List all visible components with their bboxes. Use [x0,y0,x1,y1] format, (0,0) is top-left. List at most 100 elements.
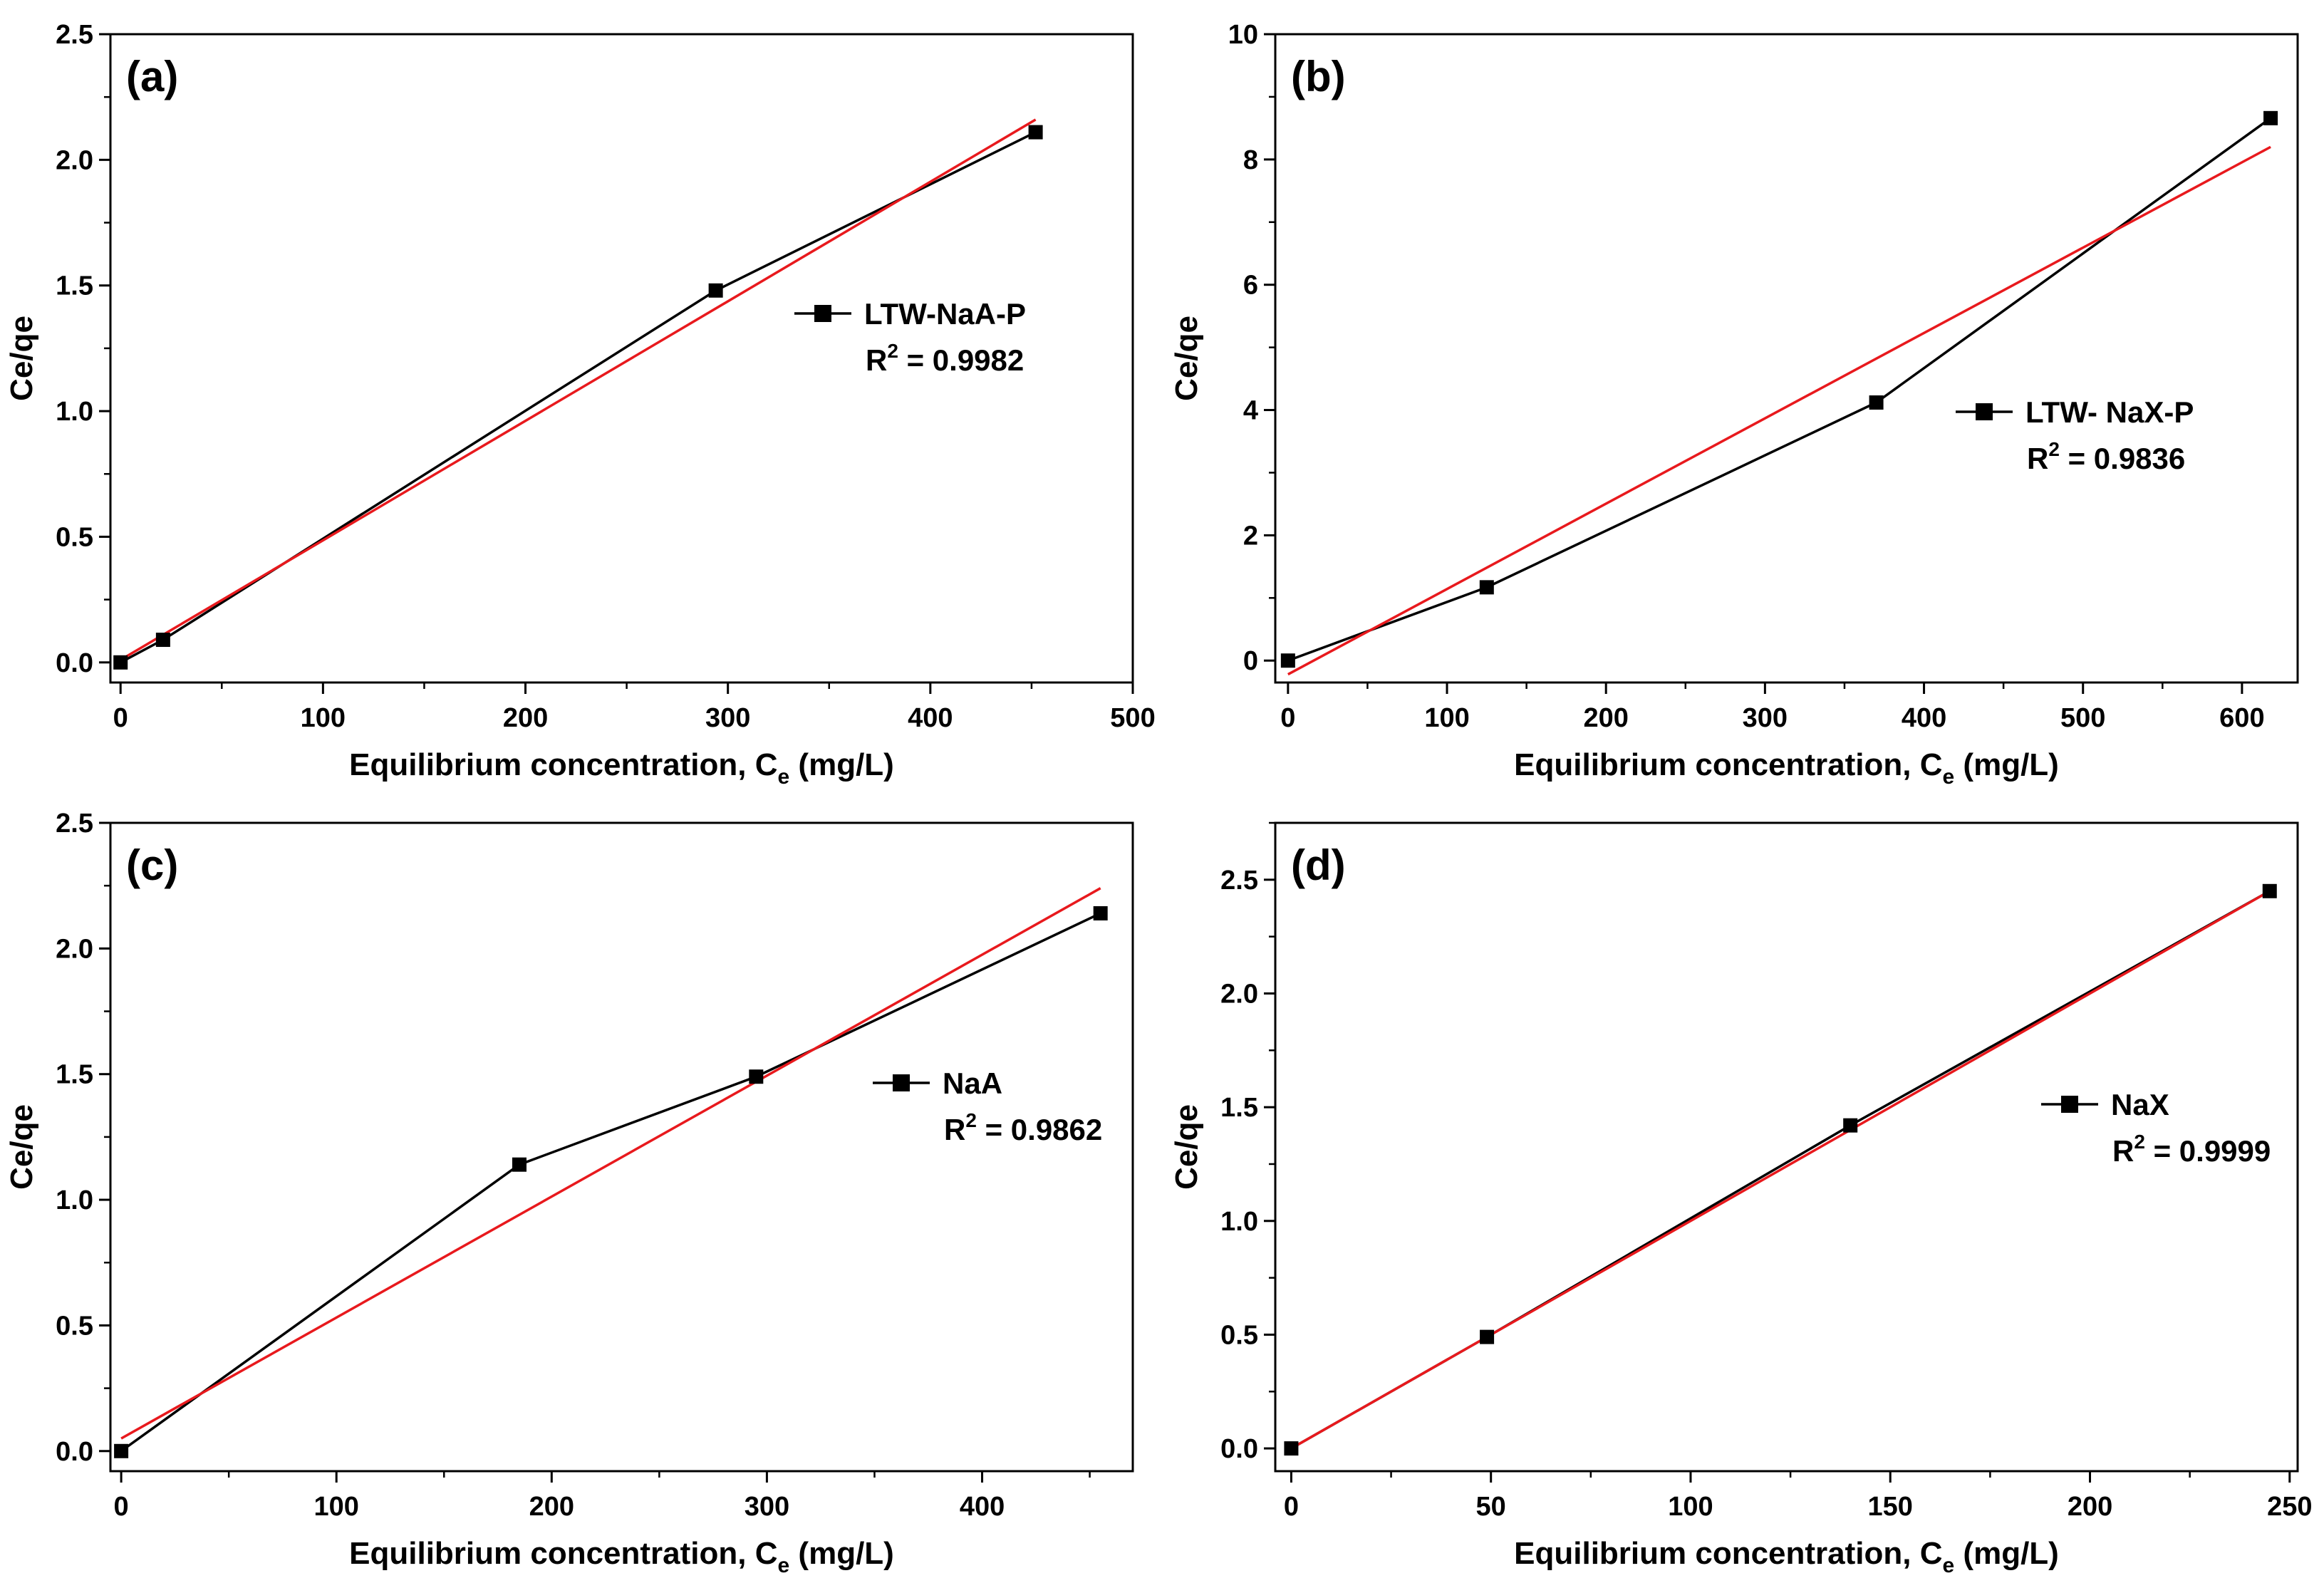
x-tick-label: 150 [1868,1492,1913,1522]
y-tick-label: 1.5 [56,1060,93,1090]
x-tick-label: 500 [2060,703,2105,733]
panel-label: (b) [1291,53,1346,100]
r-squared-label: R2 = 0.9982 [866,340,1024,377]
y-tick-label: 6 [1243,271,1258,301]
series-line [1287,117,2272,662]
y-tick-label: 0.0 [1220,1434,1258,1464]
data-point [1843,1118,1858,1133]
y-tick-label: 2.0 [56,145,93,175]
y-tick-label: 8 [1243,145,1258,175]
data-point [1280,653,1295,668]
y-tick-label: 1.0 [56,397,93,427]
y-tick-label: 0.5 [1220,1320,1258,1350]
series-line [120,912,1101,1453]
data-point [1479,580,1494,595]
plot-frame [1274,821,2299,1473]
data-point [749,1069,764,1084]
x-tick-label: 0 [1280,703,1295,733]
r-squared-label: R2 = 0.9862 [944,1109,1102,1146]
panel-label: (d) [1291,841,1346,889]
y-tick-label: 2.5 [1220,866,1258,896]
legend-marker [893,1074,910,1091]
y-axis-label: Ce/qe [4,316,39,401]
y-axis-label: Ce/qe [1169,1104,1204,1190]
x-tick-label: 100 [1668,1492,1713,1522]
x-tick-label: 200 [1583,703,1628,733]
fit-line [120,118,1037,661]
plot-frame [1274,33,2299,684]
y-tick-label: 0 [1243,646,1258,676]
y-tick-label: 2.5 [56,20,93,50]
x-tick-label: 600 [2219,703,2264,733]
y-tick-label: 1.0 [56,1185,93,1215]
y-tick-label: 0.0 [56,648,93,678]
y-tick-label: 1.0 [1220,1207,1258,1237]
legend: LTW-NaA-P R2 = 0.9982 [794,297,1026,377]
panel-label: (c) [126,841,178,889]
x-tick-label: 0 [113,703,128,733]
data-point [2262,883,2277,898]
x-tick-label: 100 [1424,703,1469,733]
x-tick-label: 300 [745,1492,789,1522]
series-line [120,130,1037,664]
x-tick-label: 200 [529,1492,574,1522]
data-point [1480,1329,1495,1344]
x-axis-label: Equilibrium concentration, Ce (mg/L) [349,747,894,789]
y-tick-label: 0.5 [56,1311,93,1341]
x-tick-label: 100 [301,703,346,733]
data-point [155,633,170,648]
legend-label: LTW- NaX-P [2025,395,2194,429]
y-tick-label: 4 [1243,396,1258,426]
x-tick-label: 200 [2068,1492,2112,1522]
data-point [708,283,723,298]
legend-label: NaA [943,1067,1002,1100]
r-squared-label: R2 = 0.9836 [2027,438,2185,475]
r-squared-label: R2 = 0.9999 [2112,1131,2271,1168]
legend: LTW- NaX-P R2 = 0.9836 [1956,395,2194,475]
legend-marker [2061,1096,2078,1113]
y-tick-label: 2.0 [1220,979,1258,1009]
chart-panel-c: 0 100 200 300 400 0.0 0.5 1.0 1.5 2.0 2.5 Equilibri… [4,809,1134,1577]
legend: NaX R2 = 0.9999 [2041,1088,2271,1168]
x-tick-label: 0 [114,1492,129,1522]
x-tick-label: 50 [1476,1492,1506,1522]
data-point [1284,1441,1299,1456]
y-tick-label: 2.0 [56,934,93,964]
fit-line [120,887,1101,1440]
x-tick-label: 100 [314,1492,359,1522]
x-tick-label: 300 [705,703,750,733]
data-point [1028,125,1043,140]
x-tick-label: 400 [960,1492,1005,1522]
legend-marker [814,305,831,322]
legend: NaA R2 = 0.9862 [873,1067,1102,1146]
y-tick-label: 10 [1228,20,1258,50]
x-tick-label: 300 [1743,703,1788,733]
data-point [114,1443,129,1458]
fit-line [1287,145,2271,676]
data-point [1093,905,1108,920]
x-tick-label: 400 [1902,703,1946,733]
fit-line [1290,890,2271,1450]
legend-label: NaX [2111,1088,2169,1121]
plot-frame [109,821,1134,1473]
y-tick-label: 0.0 [56,1437,93,1467]
chart-panel-b: 0 100 200 300 400 500 600 0 2 4 6 8 10 Equilibrium co… [1169,20,2299,789]
plot-frame [109,33,1134,684]
data-point [1869,395,1884,410]
x-tick-label: 200 [503,703,548,733]
y-tick-label: 2.5 [56,809,93,839]
x-tick-label: 400 [908,703,953,733]
x-tick-label: 0 [1284,1492,1299,1522]
y-tick-label: 0.5 [56,522,93,552]
data-point [2263,110,2278,125]
y-tick-label: 2 [1243,521,1258,551]
chart-panel-a: 0 100 200 300 400 500 0.0 0.5 1.0 1.5 2.0 2.5 Equili… [4,20,1156,789]
x-axis-label: Equilibrium concentration, Ce (mg/L) [1514,1536,2059,1577]
data-point [512,1157,526,1172]
x-axis-label: Equilibrium concentration, Ce (mg/L) [349,1536,894,1577]
x-tick-label: 500 [1110,703,1155,733]
y-tick-label: 1.5 [1220,1093,1258,1123]
legend-label: LTW-NaA-P [864,297,1026,331]
x-axis-label: Equilibrium concentration, Ce (mg/L) [1514,747,2059,789]
